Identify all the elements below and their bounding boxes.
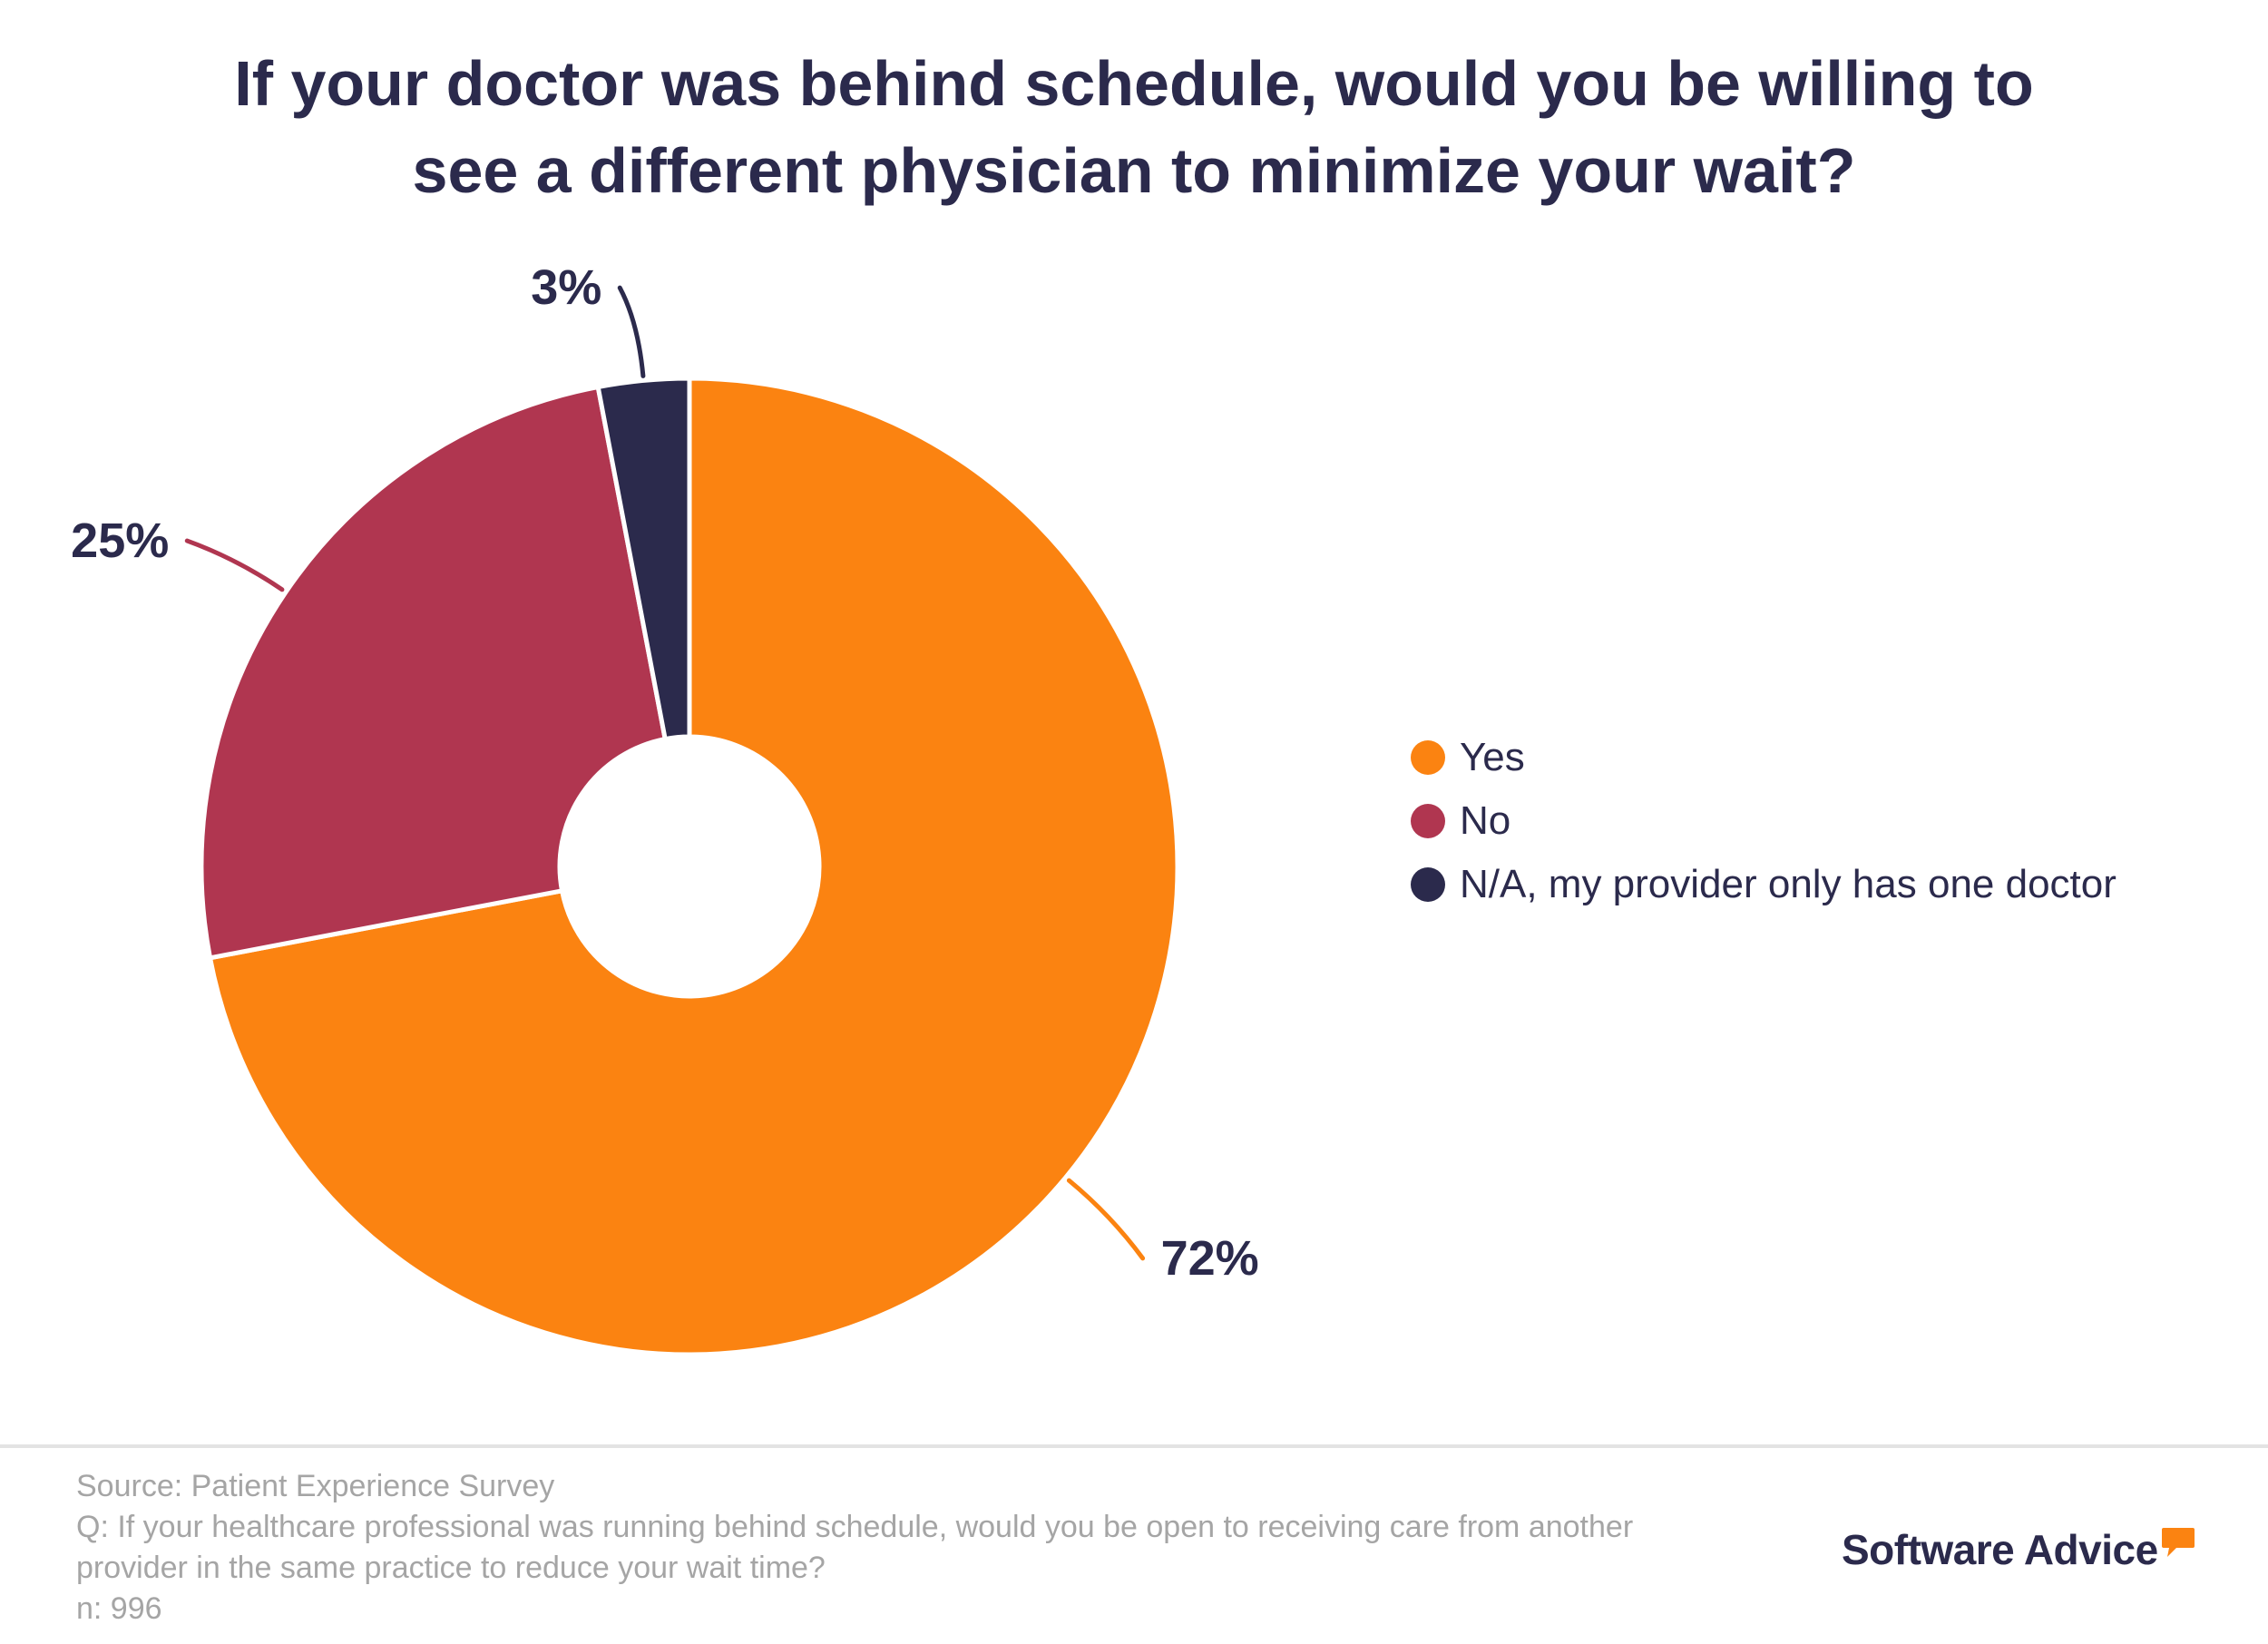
chart-title-line-2: see a different physician to minimize yo… xyxy=(412,135,1856,206)
percent-label-yes: 72% xyxy=(1161,1231,1259,1286)
sample-size-note: n: 996 xyxy=(76,1591,162,1626)
donut-slices xyxy=(199,376,1180,1357)
legend-item-na: N/A, my provider only has one doctor xyxy=(1411,853,2116,916)
software-advice-logo: Software Advice xyxy=(1842,1522,2196,1577)
legend-swatch-na xyxy=(1411,867,1445,902)
question-note-line-1: Q: If your healthcare professional was r… xyxy=(76,1510,1634,1544)
chart-title-line-1: If your doctor was behind schedule, woul… xyxy=(234,48,2034,119)
percent-label-na: 3% xyxy=(531,260,601,315)
footer-divider xyxy=(0,1444,2268,1448)
legend-swatch-yes xyxy=(1411,740,1445,775)
percent-labels: 72% 25% 3% xyxy=(71,260,1259,1286)
donut-slice-yes xyxy=(207,376,1180,1357)
legend-label-na: N/A, my provider only has one doctor xyxy=(1460,862,2116,906)
donut-chart: 72% 25% 3% xyxy=(71,260,1259,1357)
legend-item-yes: Yes xyxy=(1411,726,2116,789)
percent-label-no: 25% xyxy=(71,514,169,568)
legend: Yes No N/A, my provider only has one doc… xyxy=(1411,726,2116,916)
legend-item-no: No xyxy=(1411,789,2116,853)
donut-slice-na xyxy=(595,376,692,742)
legend-label-yes: Yes xyxy=(1460,735,1525,779)
chart-title: If your doctor was behind schedule, woul… xyxy=(0,40,2268,214)
leader-lines xyxy=(184,285,1146,1261)
leader-line-no xyxy=(184,538,285,592)
leader-line-na xyxy=(617,285,646,378)
question-note-line-2: provider in the same practice to reduce … xyxy=(76,1551,826,1585)
legend-swatch-no xyxy=(1411,804,1445,838)
brand-name: Software Advice xyxy=(1842,1526,2158,1573)
footer-notes: Source: Patient Experience Survey Q: If … xyxy=(76,1466,1836,1629)
donut-slice-no xyxy=(199,384,669,961)
legend-label-no: No xyxy=(1460,798,1511,843)
source-note: Source: Patient Experience Survey xyxy=(76,1469,555,1503)
leader-line-yes xyxy=(1066,1178,1146,1261)
speech-bubble-icon xyxy=(2161,1528,2195,1557)
